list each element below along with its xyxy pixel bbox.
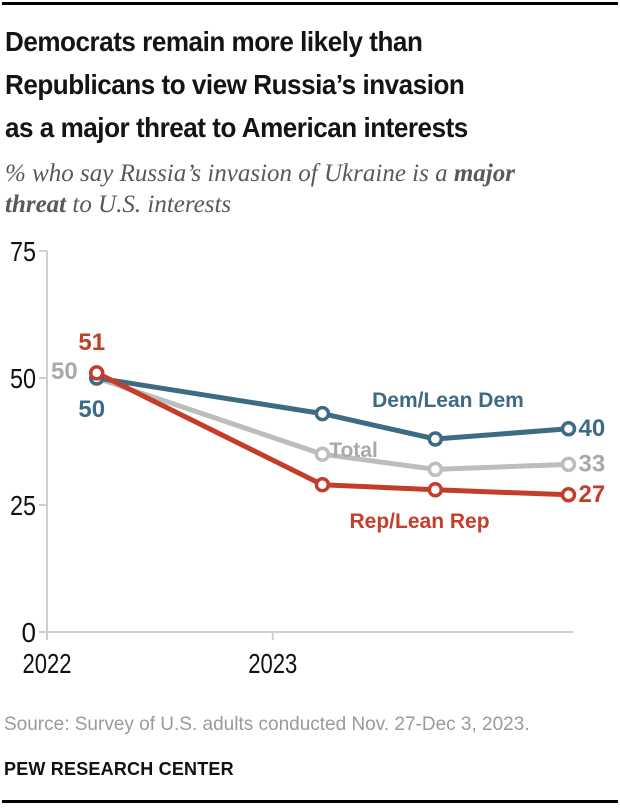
series-name-label-rep-lean-rep: Rep/Lean Rep	[350, 510, 490, 533]
series-name-label-total: Total	[329, 439, 378, 462]
y-axis-tick-label: 0	[22, 617, 37, 648]
subtitle-text-bold: major	[453, 160, 515, 187]
value-label-start-dem-lean-dem: 50	[78, 396, 105, 423]
x-axis-tick-label: 2022	[23, 648, 72, 679]
data-point-marker-rep-lean-rep-1	[314, 476, 331, 493]
title-line-1: Democrats remain more likely than	[5, 26, 423, 57]
value-label-start-total: 50	[51, 358, 78, 385]
value-label-end-dem-lean-dem: 40	[579, 415, 606, 442]
data-point-marker-total-2	[427, 461, 444, 478]
bottom-rule	[2, 800, 618, 803]
x-axis-tick-label: 2023	[248, 648, 297, 679]
line-chart-svg: 0 25 50 75 2022 2023 50 33 Total 50 40 Dem/Lean Dem…	[10, 236, 606, 679]
page-title: Democrats remain more likely than Republ…	[5, 20, 617, 149]
data-point-marker-rep-lean-rep-3	[560, 487, 577, 503]
value-label-start-rep-lean-rep: 51	[78, 329, 105, 356]
title-line-3: as a major threat to American interests	[5, 112, 468, 143]
series-line-dem-lean-dem	[96, 375, 569, 442]
brand-text: PEW RESEARCH CENTER	[4, 759, 234, 779]
series-line-total	[95, 375, 569, 472]
source-text: Source: Survey of U.S. adults conducted …	[4, 714, 530, 735]
subtitle-text-regular: to U.S. interests	[66, 191, 232, 218]
data-point-marker-total-3	[560, 456, 577, 473]
subtitle-line-2: threat to U.S. interests	[5, 189, 605, 220]
top-rule	[2, 2, 618, 5]
subtitle-line-1: % who say Russia’s invasion of Ukraine i…	[5, 158, 605, 189]
y-axis-tick-label: 75	[10, 236, 36, 267]
series-line-rep-lean-rep	[95, 370, 569, 498]
title-line-2: Republicans to view Russia’s invasion	[5, 69, 465, 100]
data-point-marker-rep-lean-rep-0	[88, 365, 105, 381]
data-point-marker-dem-lean-dem-1	[314, 405, 331, 422]
value-label-end-total: 33	[579, 450, 606, 477]
data-point-marker-dem-lean-dem-2	[427, 431, 444, 447]
y-axis-tick-label: 50	[10, 363, 36, 394]
value-label-end-rep-lean-rep: 27	[579, 481, 606, 508]
data-point-marker-dem-lean-dem-3	[560, 421, 577, 437]
chart-subtitle: % who say Russia’s invasion of Ukraine i…	[5, 158, 605, 220]
y-axis-tick-label: 25	[10, 490, 36, 521]
data-point-marker-total-1	[314, 446, 331, 462]
subtitle-text-bold: threat	[5, 191, 67, 218]
series-name-label-dem-lean-dem: Dem/Lean Dem	[372, 389, 524, 412]
subtitle-text-regular: % who say Russia’s invasion of Ukraine i…	[5, 160, 454, 187]
data-point-marker-rep-lean-rep-2	[427, 482, 444, 498]
